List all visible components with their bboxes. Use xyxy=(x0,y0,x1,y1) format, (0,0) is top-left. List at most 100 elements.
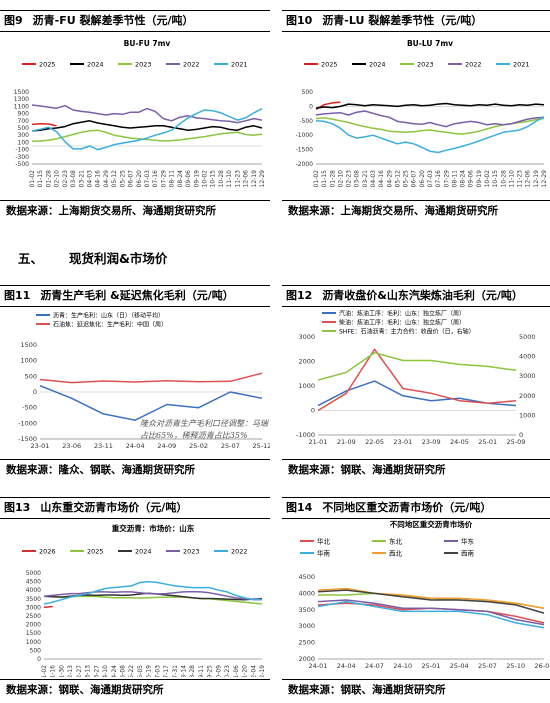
x-tick-label: 01-15 xyxy=(37,170,44,188)
x-tick-label: 23-01 xyxy=(31,442,50,450)
x-tick-label: 11-10 xyxy=(226,170,233,188)
figure-label: 图9 xyxy=(4,14,23,27)
figure-12-chart: 汽油：炼油工序：毛利：山东：独立炼厂（周）柴油：炼油工序：毛利：山东：独立炼厂（… xyxy=(296,310,536,447)
figure-title: 沥青-LU 裂解差季节性（元/吨） xyxy=(322,14,483,27)
source-divider xyxy=(282,459,550,460)
series-line xyxy=(315,110,545,128)
y-tick-label: -1000 xyxy=(18,419,37,427)
figure-14-source: 数据来源：钢联、海通期货研究所 xyxy=(288,684,446,696)
legend-label: 2025 xyxy=(87,548,104,556)
x-tick-label: 04-03 xyxy=(87,170,94,188)
legend-label: 2023 xyxy=(417,61,434,69)
source-divider xyxy=(0,679,270,680)
x-tick-label: 23-06 xyxy=(62,442,81,450)
x-tick-label: 05-12 xyxy=(394,170,401,188)
x-tick-label: 24-04 xyxy=(126,442,145,450)
series-line xyxy=(31,104,263,124)
y-tick-label: -100 xyxy=(15,147,29,154)
x-tick-label: 01-02 xyxy=(313,170,320,188)
series-line xyxy=(31,107,263,151)
x-tick-label: 01-16 xyxy=(50,665,57,677)
figure-title: 不同地区重交沥青市场价（元/吨） xyxy=(322,501,492,514)
x-tick-label: 07-29 xyxy=(160,170,167,188)
x-tick-label: 04-10 xyxy=(102,665,109,677)
series-line xyxy=(317,351,517,381)
figure-label: 图11 xyxy=(4,289,31,302)
y-right-tick-label: 1000 xyxy=(519,411,536,419)
figure-label: 图14 xyxy=(286,501,313,514)
figure-label: 图13 xyxy=(4,501,31,514)
figure-9-panel: 图9 沥青-FU 裂解差季节性（元/吨） BU-FU 7mv 2025 2024 202… xyxy=(0,10,270,217)
y-tick-label: -300 xyxy=(15,154,29,161)
x-tick-label: 11-10 xyxy=(508,170,515,188)
x-tick-label: 10-28 xyxy=(500,170,507,188)
x-tick-label: 12-19 xyxy=(259,665,266,677)
x-tick-label: 25-02 xyxy=(189,442,208,450)
y-tick-label: 1500 xyxy=(26,630,41,637)
x-tick-label: 23-09 xyxy=(422,438,441,446)
x-tick-label: 05-22 xyxy=(128,665,135,677)
x-tick-label: 25-12 xyxy=(253,442,270,450)
x-tick-label: 11-20 xyxy=(242,665,249,677)
chart-title: BU-FU 7mv xyxy=(124,39,171,48)
x-tick-label: 23-01 xyxy=(393,438,412,446)
y-tick-label: 500 xyxy=(18,125,30,132)
y-tick-label: 3000 xyxy=(26,604,41,611)
x-tick-label: 06-20 xyxy=(419,170,426,188)
x-tick-label: 12-06 xyxy=(243,170,250,188)
y-tick-label: 0 xyxy=(33,388,37,396)
y-tick-label: 1100 xyxy=(14,103,29,110)
figure-11-chart: 沥青：生产毛利：山东（日）（移动平均）石油焦：延迟焦化：生产毛利：中国（周） -1… xyxy=(18,312,270,451)
figure-label: 图10 xyxy=(286,14,313,27)
series-line xyxy=(43,580,262,605)
x-tick-label: 25-07 xyxy=(221,442,240,450)
y-tick-label: -500 xyxy=(15,161,29,168)
figure-9-title-bar: 图9 沥青-FU 裂解差季节性（元/吨） xyxy=(0,10,270,32)
y-tick-label: 2000 xyxy=(298,358,315,366)
y-right-tick-label: 5000 xyxy=(519,333,536,341)
x-tick-label: 12-04 xyxy=(250,665,257,677)
y-tick-label: 1300 xyxy=(14,96,29,103)
series-line xyxy=(31,129,263,143)
x-tick-label: 08-24 xyxy=(460,170,467,188)
figure-12-source: 数据来源：钢联、海通期货研究所 xyxy=(288,464,446,476)
y-tick-label: 500 xyxy=(30,647,42,654)
figure-10-chart: BU-LU 7mv 2025 2024 2023 2022 2021 -2000 -1500 -… xyxy=(296,39,548,188)
x-tick-label: 03-27 xyxy=(93,665,100,677)
legend-label: 2024 xyxy=(135,548,152,556)
y-tick-label: -500 xyxy=(22,404,37,412)
figure-10-title-bar: 图10 沥青-LU 裂解差季节性（元/吨） xyxy=(282,10,550,32)
figure-14-title-bar: 图14 不同地区重交沥青市场价（元/吨） xyxy=(282,497,550,519)
x-tick-label: 08-14 xyxy=(181,665,188,677)
series-line xyxy=(317,348,517,412)
legend-label: 汽油：炼油工序：毛利：山东：独立炼厂（周） xyxy=(339,310,465,318)
x-tick-label: 01-15 xyxy=(321,170,328,188)
x-tick-label: 08-11 xyxy=(169,170,176,188)
x-tick-label: 02-13 xyxy=(67,665,74,677)
x-tick-label: 11-23 xyxy=(517,170,524,188)
x-tick-label: 09-06 xyxy=(468,170,475,188)
legend-label: 2023 xyxy=(183,548,200,556)
figure-9-chart: BU-FU 7mv 2025 2024 2023 2022 2021 -500-300-10… xyxy=(14,39,266,188)
y-tick-label: -1500 xyxy=(18,435,37,443)
y-tick-label: 1000 xyxy=(26,639,41,646)
x-tick-label: 09-19 xyxy=(193,170,200,188)
x-tick-label: 06-07 xyxy=(411,170,418,188)
x-tick-label: 12-19 xyxy=(251,170,258,188)
figure-10-panel: 图10 沥青-LU 裂解差季节性（元/吨） BU-LU 7mv 2025 2024 20… xyxy=(282,10,550,217)
x-tick-label: 25-10 xyxy=(506,662,525,670)
x-tick-label: 08-11 xyxy=(451,170,458,188)
x-tick-label: 07-17 xyxy=(163,665,170,677)
figure-title: 山东重交沥青市场价（元/吨） xyxy=(40,501,188,514)
y-right-tick-label: 2000 xyxy=(519,392,536,400)
x-tick-label: 12-06 xyxy=(525,170,532,188)
y-right-tick-label: 0 xyxy=(519,431,523,439)
x-tick-label: 07-31 xyxy=(172,665,179,677)
legend-label: 2025 xyxy=(321,61,338,69)
figure-14-panel: 图14 不同地区重交沥青市场价（元/吨） 不同地区重交沥青市场价 华北 东北 华东 华南 西… xyxy=(282,497,550,697)
y-right-tick-label: 4000 xyxy=(519,353,536,361)
legend-label: SHFE：石油沥青：主力合约：收盘价（日，右轴） xyxy=(339,328,475,336)
x-tick-label: 04-29 xyxy=(386,170,393,188)
y-tick-label: 1500 xyxy=(14,89,29,96)
